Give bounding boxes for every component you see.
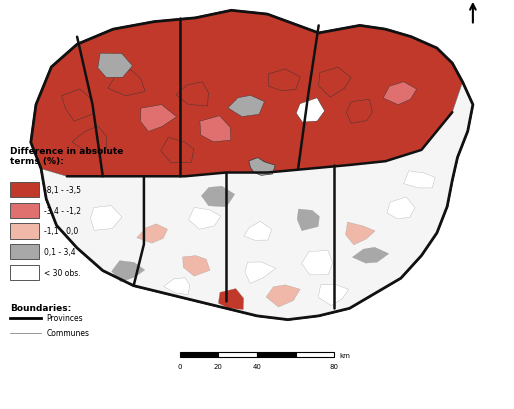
Polygon shape	[228, 96, 264, 117]
Polygon shape	[268, 70, 300, 92]
Polygon shape	[72, 127, 106, 153]
Bar	[296, 352, 334, 357]
Polygon shape	[163, 278, 190, 295]
Polygon shape	[141, 106, 177, 132]
Polygon shape	[249, 158, 275, 176]
Polygon shape	[403, 171, 435, 189]
Text: Communes: Communes	[46, 328, 89, 337]
Bar	[218, 352, 257, 357]
Polygon shape	[353, 248, 389, 263]
Polygon shape	[200, 117, 231, 142]
Text: Boundaries:: Boundaries:	[10, 303, 71, 312]
Text: Provinces: Provinces	[46, 313, 83, 322]
Polygon shape	[41, 83, 473, 320]
Polygon shape	[62, 90, 93, 122]
Text: 40: 40	[252, 363, 262, 369]
Polygon shape	[383, 83, 417, 106]
Polygon shape	[346, 100, 373, 124]
Bar	[10, 265, 39, 280]
Bar	[10, 245, 39, 260]
Polygon shape	[98, 54, 133, 78]
Polygon shape	[112, 261, 145, 282]
Polygon shape	[319, 68, 351, 98]
Bar	[10, 182, 39, 198]
Polygon shape	[218, 289, 244, 310]
Polygon shape	[201, 187, 235, 207]
Bar	[10, 203, 39, 218]
Bar	[257, 352, 296, 357]
Polygon shape	[90, 206, 122, 231]
Polygon shape	[182, 256, 210, 276]
Text: 80: 80	[329, 363, 339, 369]
Text: 0,1 - 3,4: 0,1 - 3,4	[44, 247, 76, 256]
Polygon shape	[31, 11, 473, 320]
Polygon shape	[137, 224, 168, 244]
Polygon shape	[31, 11, 463, 177]
Polygon shape	[296, 99, 325, 123]
Polygon shape	[302, 251, 333, 275]
Polygon shape	[161, 138, 194, 164]
Text: 0: 0	[178, 363, 182, 369]
Polygon shape	[266, 285, 300, 307]
Bar	[180, 352, 218, 357]
Polygon shape	[318, 285, 348, 306]
Polygon shape	[387, 198, 415, 219]
Polygon shape	[108, 71, 145, 97]
Polygon shape	[189, 208, 221, 230]
Polygon shape	[297, 209, 319, 231]
Text: Difference in absolute
terms (%):: Difference in absolute terms (%):	[10, 146, 124, 166]
Text: -1,1 - 0,0: -1,1 - 0,0	[44, 227, 78, 236]
Polygon shape	[244, 222, 272, 240]
Bar	[10, 224, 39, 239]
Polygon shape	[345, 222, 375, 245]
Text: < 30 obs.: < 30 obs.	[44, 268, 80, 277]
Text: -3,4 - -1,2: -3,4 - -1,2	[44, 206, 81, 215]
Polygon shape	[245, 262, 276, 284]
Text: -8,1 - -3,5: -8,1 - -3,5	[44, 186, 81, 195]
Polygon shape	[176, 83, 208, 107]
Text: 20: 20	[214, 363, 223, 369]
Text: km: km	[339, 353, 350, 359]
